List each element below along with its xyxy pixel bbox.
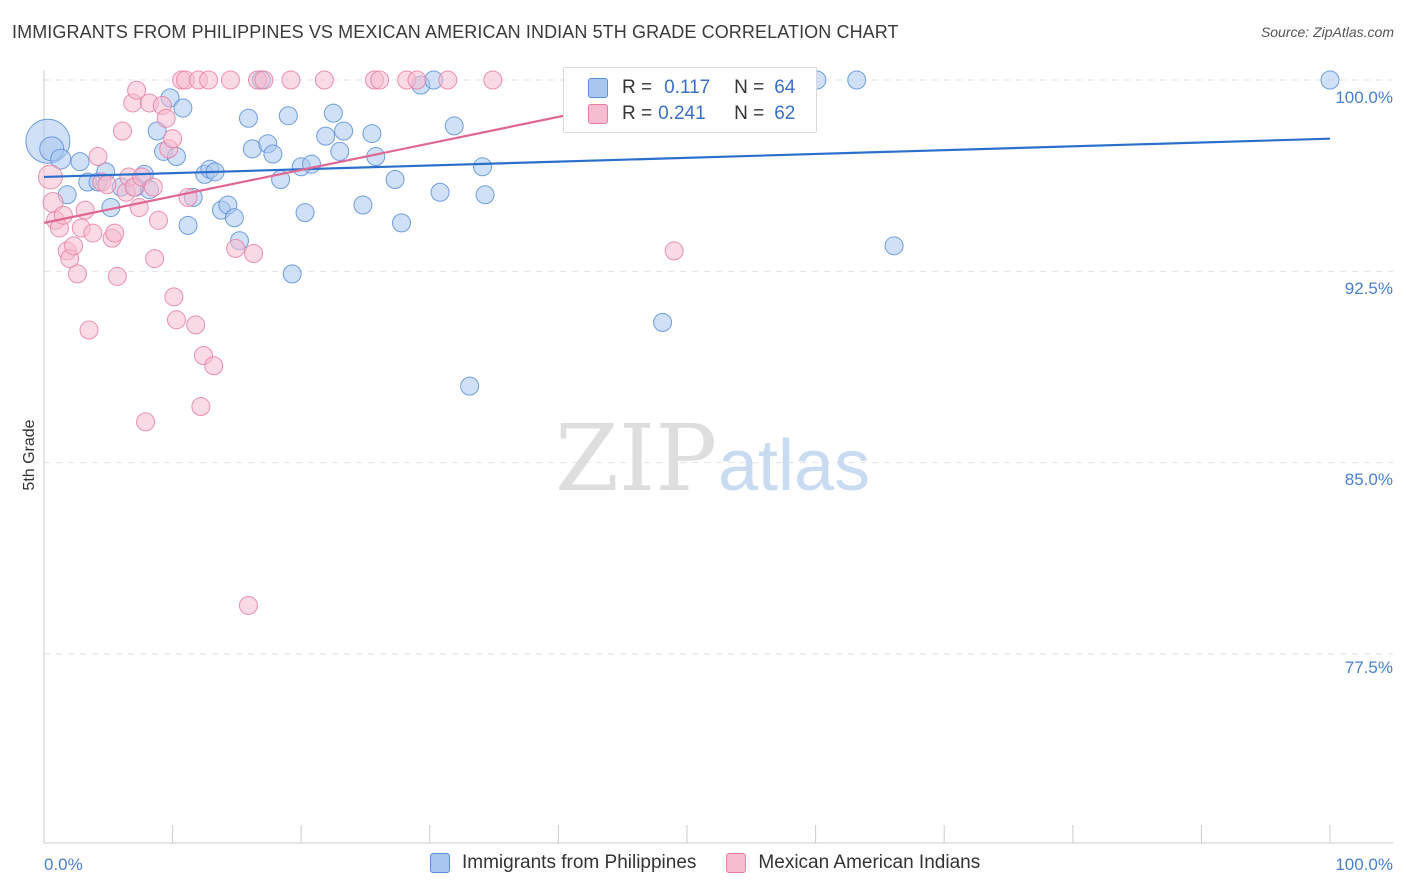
point-mexican-american-indian bbox=[145, 249, 165, 269]
point-mexican-american-indian bbox=[127, 80, 147, 100]
point-mexican-american-indian bbox=[438, 70, 458, 90]
point-philippines bbox=[323, 103, 343, 123]
point-mexican-american-indian bbox=[186, 315, 206, 335]
watermark-atlas: atlas bbox=[718, 426, 870, 506]
point-mexican-american-indian bbox=[407, 70, 427, 90]
y-tick-label-85: 85.0% bbox=[1345, 470, 1393, 489]
point-philippines bbox=[263, 144, 283, 164]
point-philippines bbox=[301, 154, 321, 174]
point-mexican-american-indian bbox=[226, 238, 246, 258]
legend-r-label: R = bbox=[622, 77, 653, 98]
point-mexican-american-indian bbox=[53, 205, 73, 225]
point-philippines bbox=[278, 106, 298, 126]
stats-legend: R = 0.117 N = 64 R = 0.241 N = 62 bbox=[563, 67, 817, 133]
data-points bbox=[25, 70, 1340, 616]
point-philippines bbox=[238, 108, 258, 128]
point-philippines bbox=[224, 208, 244, 228]
point-mexican-american-indian bbox=[64, 236, 84, 256]
legend-swatch-blue bbox=[588, 78, 608, 98]
watermark: ZIP atlas bbox=[555, 405, 870, 512]
point-philippines bbox=[316, 126, 336, 146]
point-mexican-american-indian bbox=[164, 287, 184, 307]
x-tick-label-min: 0.0% bbox=[44, 855, 83, 874]
point-mexican-american-indian bbox=[220, 70, 240, 90]
point-philippines bbox=[884, 236, 904, 256]
point-mexican-american-indian bbox=[112, 121, 132, 141]
point-philippines bbox=[353, 195, 373, 215]
point-philippines bbox=[653, 312, 673, 332]
watermark-zip: ZIP bbox=[555, 405, 717, 512]
point-philippines bbox=[430, 182, 450, 202]
point-mexican-american-indian bbox=[163, 129, 183, 149]
point-mexican-american-indian bbox=[281, 70, 301, 90]
point-mexican-american-indian bbox=[105, 223, 125, 243]
legend-label-mexican-american-indians: Mexican American Indians bbox=[758, 852, 981, 873]
point-mexican-american-indian bbox=[148, 210, 168, 230]
point-mexican-american-indian bbox=[143, 177, 163, 197]
point-philippines bbox=[475, 185, 495, 205]
y-axis-label: 5th Grade bbox=[21, 419, 38, 490]
point-mexican-american-indian bbox=[199, 70, 219, 90]
x-tick-label-max: 100.0% bbox=[1335, 855, 1393, 874]
point-philippines bbox=[847, 70, 867, 90]
legend-swatch-pink bbox=[726, 853, 747, 873]
point-mexican-american-indian bbox=[83, 223, 103, 243]
source-credit: Source: ZipAtlas.com bbox=[1260, 24, 1394, 40]
point-mexican-american-indian bbox=[370, 70, 390, 90]
legend-r-value: 0.241 bbox=[658, 103, 706, 124]
point-philippines bbox=[385, 169, 405, 189]
point-philippines bbox=[173, 98, 193, 118]
trend-line-philippines bbox=[43, 137, 1331, 179]
point-philippines bbox=[334, 121, 354, 141]
point-philippines bbox=[295, 203, 315, 223]
point-mexican-american-indian bbox=[664, 241, 684, 261]
legend-swatch-pink bbox=[588, 104, 608, 124]
point-philippines bbox=[362, 124, 382, 144]
y-tick-label-100: 100.0% bbox=[1335, 88, 1393, 107]
point-mexican-american-indian bbox=[107, 266, 127, 286]
point-philippines bbox=[460, 376, 480, 396]
point-mexican-american-indian bbox=[244, 243, 264, 263]
y-tick-label-77-5: 77.5% bbox=[1345, 658, 1393, 677]
legend-item-philippines[interactable]: Immigrants from Philippines bbox=[430, 852, 696, 874]
series-legend: Immigrants from Philippines Mexican Amer… bbox=[430, 852, 1010, 874]
point-philippines bbox=[282, 264, 302, 284]
y-tick-label-92-5: 92.5% bbox=[1345, 279, 1393, 298]
legend-n-label: N = bbox=[734, 103, 765, 124]
legend-r-value: 0.117 bbox=[664, 77, 711, 98]
legend-row-pink: R = 0.241 N = 62 bbox=[588, 103, 795, 125]
point-mexican-american-indian bbox=[156, 108, 176, 128]
point-mexican-american-indian bbox=[97, 175, 117, 195]
point-mexican-american-indian bbox=[136, 412, 156, 432]
point-mexican-american-indian bbox=[238, 596, 258, 616]
point-mexican-american-indian bbox=[204, 356, 224, 376]
point-mexican-american-indian bbox=[166, 310, 186, 330]
legend-n-value: 62 bbox=[774, 103, 796, 124]
legend-n-value: 64 bbox=[774, 77, 796, 98]
legend-item-mexican-american-indians[interactable]: Mexican American Indians bbox=[726, 852, 980, 874]
point-philippines bbox=[330, 141, 350, 161]
legend-label-philippines: Immigrants from Philippines bbox=[462, 852, 697, 873]
point-philippines bbox=[392, 213, 412, 233]
chart-title: IMMIGRANTS FROM PHILIPPINES VS MEXICAN A… bbox=[12, 22, 899, 42]
point-philippines bbox=[444, 116, 464, 136]
point-mexican-american-indian bbox=[88, 147, 108, 167]
legend-n-label: N = bbox=[734, 77, 765, 98]
point-philippines bbox=[70, 152, 90, 172]
point-mexican-american-indian bbox=[79, 320, 99, 340]
legend-r-label: R = bbox=[622, 103, 653, 124]
legend-row-blue: R = 0.117 N = 64 bbox=[588, 77, 795, 99]
point-philippines bbox=[50, 148, 72, 170]
point-philippines bbox=[473, 157, 493, 177]
legend-swatch-blue bbox=[430, 853, 450, 873]
point-philippines bbox=[178, 215, 198, 235]
point-philippines bbox=[1320, 70, 1340, 90]
point-mexican-american-indian bbox=[67, 264, 87, 284]
point-mexican-american-indian bbox=[314, 70, 334, 90]
point-mexican-american-indian bbox=[254, 70, 274, 90]
point-mexican-american-indian bbox=[191, 397, 211, 417]
gridlines bbox=[44, 79, 1393, 655]
point-mexican-american-indian bbox=[483, 70, 503, 90]
